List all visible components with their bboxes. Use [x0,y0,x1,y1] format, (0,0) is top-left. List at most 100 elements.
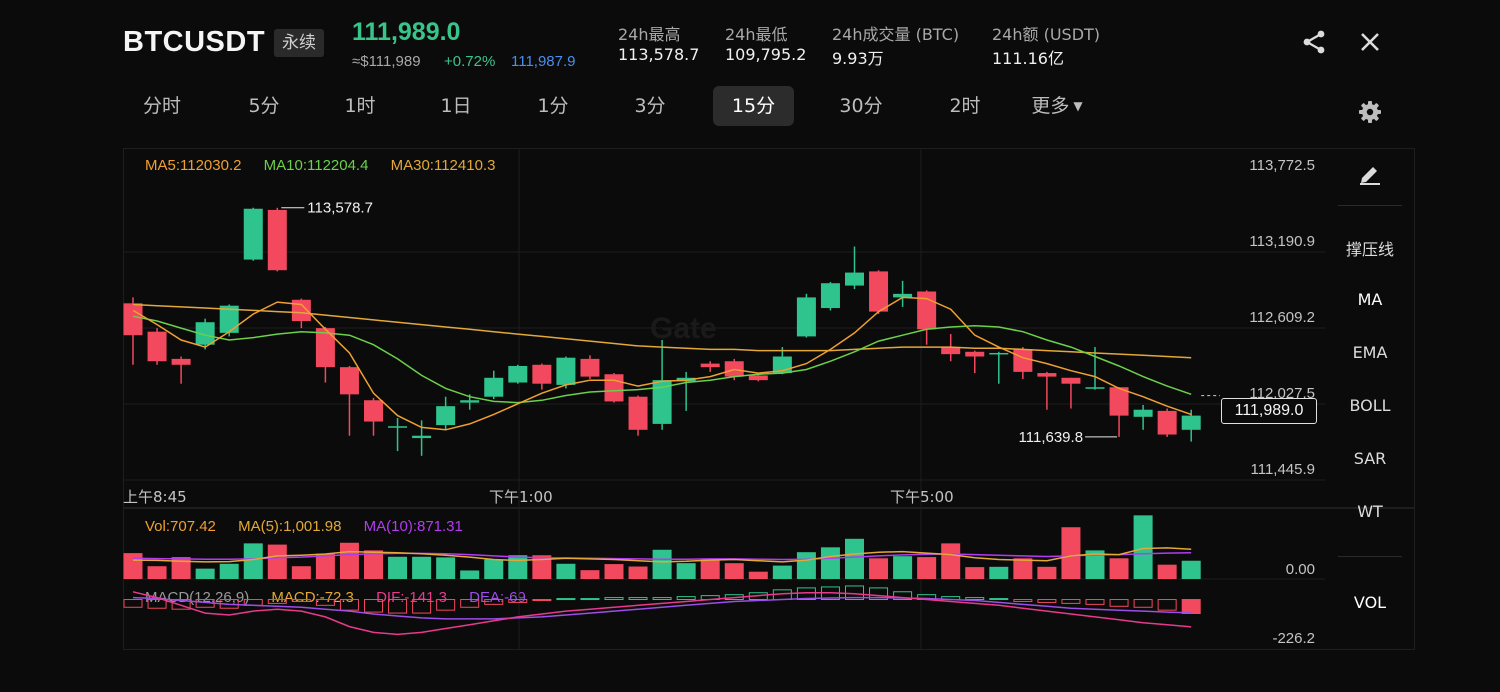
candle-body [556,357,576,385]
volume-bar [772,565,792,579]
low-annotation: 111,639.8 [1019,429,1084,446]
volume-bar [123,553,143,579]
y-tick-label: 113,772.5 [1249,157,1315,174]
tab-1m[interactable]: 1分 [537,95,569,117]
tab-more[interactable]: 更多 ▼ [1023,86,1091,126]
macd-histogram-bar [147,599,167,609]
vol-ma5-line [132,547,1192,563]
volume-bar [724,563,744,579]
close-icon[interactable] [1354,26,1386,58]
volume-bar [339,542,359,579]
gear-icon[interactable] [1354,96,1386,128]
volume-bar [436,557,456,579]
volume-bar [604,564,624,579]
tab-3m[interactable]: 3分 [634,95,666,117]
sidebar-divider [1338,556,1402,557]
candle-body [460,400,480,403]
volume-bar [580,570,600,579]
sidebar-item-sar[interactable]: SAR [1353,449,1387,468]
volume-bar [1181,560,1201,579]
tab-2h[interactable]: 2时 [949,95,981,117]
volume-bar [1037,566,1057,579]
stat-low-label: 24h最低 [725,25,788,44]
last-price: 111,989.0 [352,18,461,46]
macd-histogram-bar [171,599,191,610]
volume-bar [869,558,889,579]
tab-30m[interactable]: 30分 [839,95,883,117]
candle-body [845,272,864,286]
volume-bar [1061,527,1081,579]
vol-legend-value: Vol:707.42 [145,518,216,535]
sidebar-item-wt[interactable]: WT [1357,502,1383,521]
macd-histogram-bar [532,599,552,602]
tab-1h[interactable]: 1时 [344,95,376,117]
volume-bar [460,570,480,579]
tab-timeshare[interactable]: 分时 [142,95,181,117]
tab-more-label: 更多 [1031,95,1070,117]
stat-volume-value: 9.93万 [832,49,884,68]
dif-legend: DIF:-141.3 [376,589,447,606]
tab-15m[interactable]: 15分 [713,86,794,126]
pencil-icon[interactable] [1338,160,1402,191]
volume-bar [845,538,864,579]
macd-histogram-bar [652,597,672,601]
candle-body [1013,349,1033,372]
macd-histogram-bar [556,598,576,601]
volume-bar [171,557,191,579]
macd-histogram-bar [965,597,985,601]
tab-5m[interactable]: 5分 [248,95,280,117]
volume-bar [989,566,1009,579]
candle-body [1157,410,1177,435]
change-percent: +0.72% [444,53,496,70]
volume-bar [893,556,913,579]
candle-body [628,396,648,430]
dif-line [132,591,1192,636]
volume-bar [243,543,263,579]
sidebar-item-vol[interactable]: VOL [1353,593,1387,612]
macd-histogram-bar [123,599,143,608]
tab-1d[interactable]: 1日 [440,95,472,117]
sidebar-item-ema[interactable]: EMA [1352,343,1388,362]
y-tick-label: 113,190.9 [1249,233,1315,250]
macd-histogram-bar [1109,599,1129,607]
volume-bar [388,556,408,579]
x-tick-label: 下午5:00 [890,488,954,506]
sidebar-item-boll[interactable]: BOLL [1349,396,1391,415]
volume-bar [556,563,576,579]
stat-low-value: 109,795.2 [725,45,807,64]
candle-body [989,352,1009,355]
candle-body [1181,415,1201,430]
stat-high-label: 24h最高 [618,25,681,44]
candle-body [508,365,528,383]
vol-ma10-legend: MA(10):871.31 [363,518,463,535]
ma30-legend: MA30:112410.3 [390,157,496,174]
macd-histogram-bar [580,598,600,601]
volume-bar [700,559,720,579]
volume-bar [267,544,287,579]
share-icon[interactable] [1298,26,1330,58]
vol-ma10-line [132,552,1192,561]
volume-bar [1013,558,1033,579]
candle-body [388,426,408,428]
macd-histogram-bar [893,591,913,601]
volume-bar [1133,515,1153,579]
sidebar-item-support-resistance[interactable]: 撑压线 [1345,240,1394,259]
candle-body [1061,377,1081,384]
vol-ma5-legend: MA(5):1,001.98 [238,518,342,535]
macd-histogram-bar [315,599,335,606]
candle-body [147,331,167,362]
candle-body [339,367,359,395]
approx-usd-value: ≈$111,989 [352,53,421,70]
volume-bar [628,566,648,579]
candle-body [1133,409,1153,417]
candle-body [243,208,263,260]
volume-bar [917,557,937,579]
candle-body [1085,387,1105,389]
sidebar-item-ma[interactable]: MA [1357,290,1383,309]
x-tick-label: 下午1:00 [489,488,553,506]
candle-body [1037,373,1057,377]
macd-histogram-bar [1013,599,1033,602]
candle-body [965,351,985,357]
candle-body [315,328,335,368]
macd-histogram-bar [267,599,287,604]
